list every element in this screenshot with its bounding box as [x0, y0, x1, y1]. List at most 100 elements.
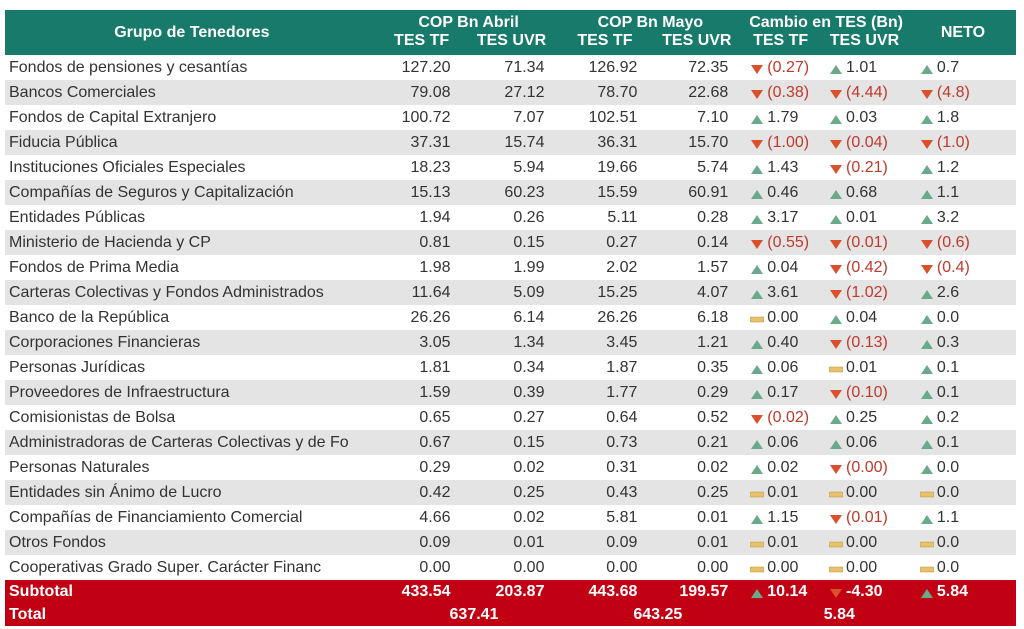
change-uvr: 0.01: [846, 208, 878, 226]
neto-cell: 0.1: [909, 355, 1016, 380]
total-neto-empty: [909, 603, 1016, 626]
change-tf: 0.17: [767, 383, 799, 401]
may-uvr: 0.02: [651, 455, 743, 480]
triangle-down-icon: [829, 162, 843, 174]
change-tf-cell: (0.38): [742, 80, 820, 105]
triangle-up-icon: [750, 162, 764, 174]
subtotal-chg-tf: 10.14: [767, 582, 808, 600]
subtotal-chg-uvr-cell: -4.30: [819, 580, 910, 603]
change-tf: 1.79: [767, 108, 799, 126]
change-tf: 0.46: [767, 183, 799, 201]
table-row: Otros Fondos 0.09 0.01 0.09 0.01 0.01 0.00 0.0: [5, 530, 1016, 555]
triangle-up-icon: [829, 62, 843, 74]
triangle-down-icon: [829, 512, 843, 524]
dash-flat-icon: [828, 537, 844, 548]
may-tf: 102.51: [558, 105, 652, 130]
triangle-down-icon: [750, 62, 764, 74]
neto-cell: 0.0: [909, 480, 1016, 505]
april-tf: 100.72: [378, 105, 465, 130]
triangle-up-icon: [750, 362, 764, 374]
triangle-down-icon: [829, 137, 843, 149]
change-tf: 0.40: [767, 333, 799, 351]
triangle-down-icon: [829, 237, 843, 249]
dash-flat-icon: [919, 487, 935, 498]
triangle-up-icon: [829, 412, 843, 424]
change-uvr: 1.01: [846, 58, 878, 76]
triangle-up-icon: [750, 387, 764, 399]
neto: (4.8): [936, 83, 970, 101]
change-uvr-cell: 0.06: [819, 430, 910, 455]
triangle-up-icon: [920, 62, 934, 74]
change-uvr-cell: 0.00: [819, 530, 910, 555]
change-tf: (0.02): [767, 408, 810, 426]
subtotal-chg-uvr: -4.30: [846, 582, 883, 600]
change-uvr-cell: 0.00: [819, 480, 910, 505]
tes-holders-table: Grupo de Tenedores COP Bn Abril COP Bn M…: [5, 10, 1016, 626]
triangle-up-icon: [829, 212, 843, 224]
triangle-up-icon: [920, 412, 934, 424]
table-row: Entidades Públicas 1.94 0.26 5.11 0.28 3.17 0.…: [5, 205, 1016, 230]
may-tf: 1.77: [558, 380, 652, 405]
may-uvr: 0.01: [651, 530, 743, 555]
triangle-down-icon: [829, 262, 843, 274]
april-uvr: 15.74: [464, 130, 559, 155]
may-uvr: 15.70: [651, 130, 743, 155]
may-tf: 3.45: [558, 330, 652, 355]
may-tf: 126.92: [558, 55, 652, 80]
may-uvr: 0.01: [651, 505, 743, 530]
neto: (0.4): [936, 258, 970, 276]
header-may-tf: TES TF: [558, 32, 652, 55]
april-uvr: 1.34: [464, 330, 559, 355]
table-row: Proveedores de Infraestructura 1.59 0.39 1.…: [5, 380, 1016, 405]
neto-cell: 0.0: [909, 305, 1016, 330]
triangle-up-icon: [829, 112, 843, 124]
table-row: Bancos Comerciales 79.08 27.12 78.70 22.68 (0…: [5, 80, 1016, 105]
triangle-up-icon: [750, 287, 764, 299]
change-uvr: (1.02): [846, 283, 888, 301]
holder-name: Entidades sin Ánimo de Lucro: [5, 480, 379, 505]
triangle-up-icon: [920, 586, 934, 598]
may-tf: 26.26: [558, 305, 652, 330]
table-row: Fondos de Capital Extranjero 100.72 7.07 10…: [5, 105, 1016, 130]
april-tf: 1.94: [378, 205, 465, 230]
neto: 0.1: [936, 358, 960, 376]
neto-cell: 2.6: [909, 280, 1016, 305]
change-tf-cell: (1.00): [742, 130, 820, 155]
change-uvr: (0.04): [846, 133, 888, 151]
holder-name: Fondos de Capital Extranjero: [5, 105, 379, 130]
neto-cell: 1.2: [909, 155, 1016, 180]
triangle-down-icon: [750, 137, 764, 149]
change-uvr-cell: 1.01: [819, 55, 910, 80]
change-tf-cell: 1.43: [742, 155, 820, 180]
change-tf: 0.06: [767, 358, 799, 376]
triangle-up-icon: [750, 337, 764, 349]
dash-flat-icon: [749, 562, 765, 573]
total-change: 5.84: [742, 603, 910, 626]
may-tf: 2.02: [558, 255, 652, 280]
april-uvr: 0.27: [464, 405, 559, 430]
change-tf-cell: 0.04: [742, 255, 820, 280]
may-tf: 15.25: [558, 280, 652, 305]
subtotal-chg-tf-cell: 10.14: [742, 580, 820, 603]
may-tf: 0.64: [558, 405, 652, 430]
header-april-uvr: TES UVR: [464, 32, 559, 55]
holder-name: Bancos Comerciales: [5, 80, 379, 105]
holder-name: Entidades Públicas: [5, 205, 379, 230]
change-tf: (0.38): [767, 83, 810, 101]
neto-cell: 0.1: [909, 430, 1016, 455]
change-uvr-cell: 0.00: [819, 555, 910, 580]
change-tf: 1.15: [767, 508, 799, 526]
change-uvr-cell: (0.13): [819, 330, 910, 355]
header-april: COP Bn Abril: [378, 10, 559, 32]
may-uvr: 0.25: [651, 480, 743, 505]
triangle-up-icon: [920, 362, 934, 374]
holder-name: Proveedores de Infraestructura: [5, 380, 379, 405]
table-row: Fondos de Prima Media 1.98 1.99 2.02 1.57 0.0…: [5, 255, 1016, 280]
neto: 2.6: [936, 283, 960, 301]
header-group: Grupo de Tenedores: [5, 10, 379, 55]
triangle-down-icon: [829, 337, 843, 349]
triangle-up-icon: [920, 312, 934, 324]
change-tf: 0.06: [767, 433, 799, 451]
change-uvr-cell: (0.01): [819, 505, 910, 530]
april-tf: 18.23: [378, 155, 465, 180]
